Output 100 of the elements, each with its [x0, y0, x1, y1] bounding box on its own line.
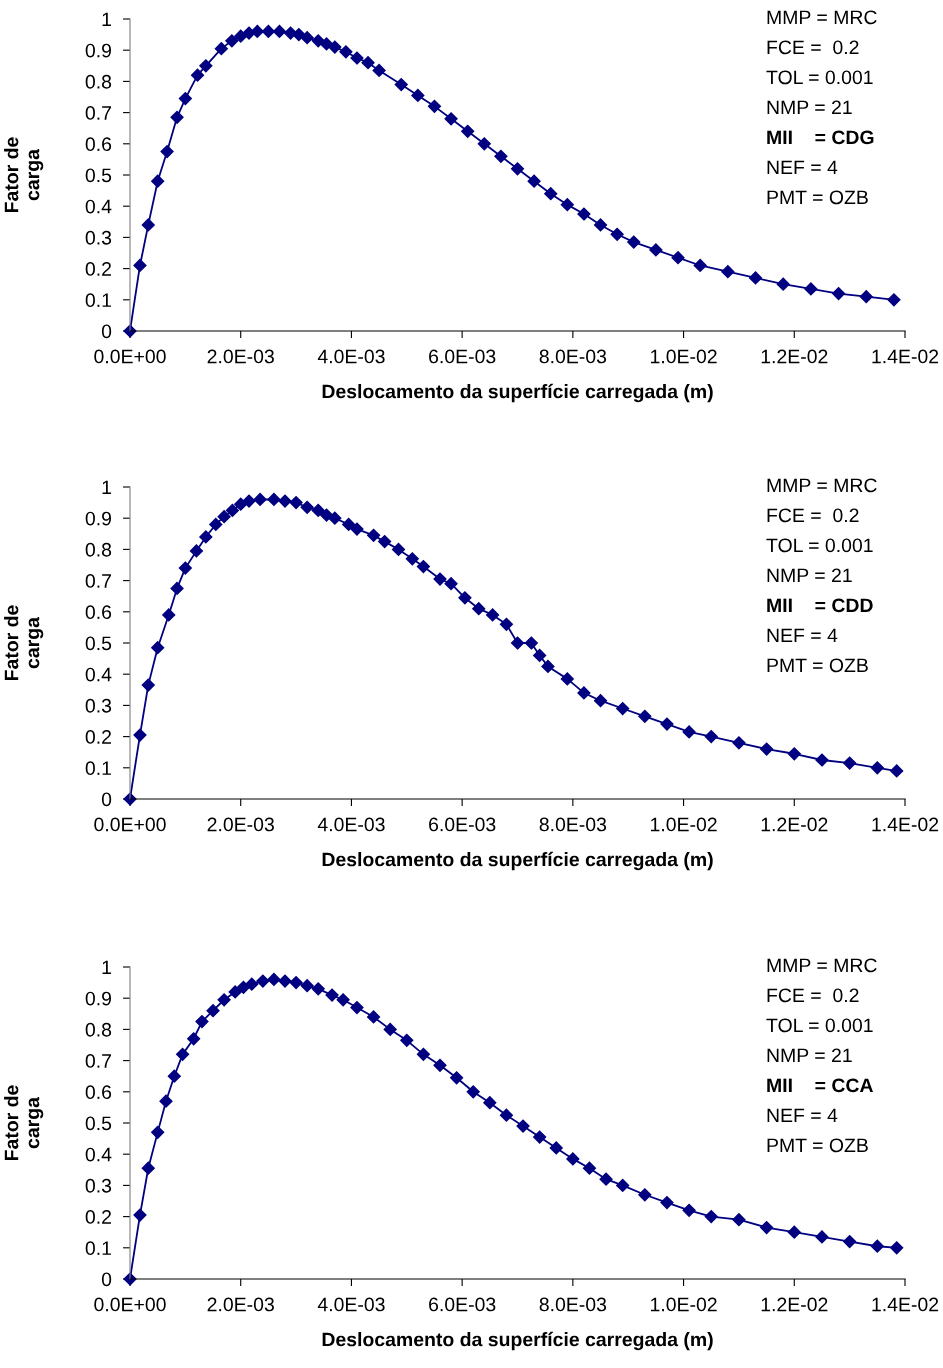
point — [378, 535, 392, 549]
point — [616, 1178, 630, 1192]
y-tick-label: 0.2 — [85, 1210, 111, 1224]
y-tick-label: 0.4 — [85, 199, 112, 214]
y-tick-label: 0.7 — [85, 1054, 111, 1068]
x-tick-label: 2.0E-03 — [207, 349, 274, 364]
point — [267, 972, 281, 987]
point — [336, 993, 350, 1007]
point — [199, 59, 213, 73]
point — [311, 982, 325, 996]
y-tick-label: 0.3 — [85, 698, 112, 713]
point — [533, 648, 547, 663]
annotation: TOL = 0.001 — [766, 1018, 873, 1033]
point — [776, 277, 790, 291]
point — [325, 988, 339, 1002]
point — [256, 974, 270, 988]
y-tick-label: 0.7 — [85, 574, 111, 588]
y-tick-label: 0 — [101, 324, 112, 339]
x-tick-label: 1.2E-02 — [761, 1297, 828, 1312]
point — [141, 218, 155, 232]
point — [170, 581, 184, 595]
x-tick-label: 0.0E+00 — [94, 349, 166, 364]
point — [831, 286, 846, 301]
point — [151, 641, 165, 655]
point — [560, 672, 574, 686]
point — [870, 1239, 884, 1253]
point — [372, 63, 386, 78]
point — [361, 56, 375, 70]
x-tick-label: 1.4E-02 — [872, 817, 939, 832]
y-tick-label: 0.6 — [85, 1085, 112, 1100]
y-tick-label: 0.8 — [85, 542, 112, 557]
x-axis-title: Deslocamento da superfície carregada (m) — [322, 383, 713, 403]
y-tick-label: 0.2 — [85, 730, 111, 744]
point — [477, 137, 491, 151]
annotation: PMT = OZB — [767, 658, 868, 673]
point — [541, 659, 555, 673]
y-tick-label: 0.3 — [85, 230, 112, 245]
annotation: MMP = MRC — [767, 10, 877, 25]
point — [494, 149, 508, 163]
x-tick-label: 1.0E-02 — [651, 1297, 717, 1312]
point — [311, 503, 325, 517]
point — [660, 717, 674, 731]
x-tick-label: 6.0E-03 — [429, 1297, 496, 1312]
x-tick-label: 4.0E-03 — [317, 817, 385, 832]
y-tick-label: 0 — [101, 1272, 112, 1287]
point — [524, 636, 538, 650]
point — [411, 88, 425, 103]
y-tick-label: 0.8 — [85, 1022, 112, 1037]
point — [499, 617, 514, 631]
annotation: PMT = OZB — [767, 190, 868, 205]
point — [189, 544, 204, 558]
point — [887, 293, 901, 307]
point — [566, 1152, 580, 1166]
point — [300, 500, 314, 514]
y-tick-label: 0.5 — [85, 168, 112, 183]
point — [292, 28, 306, 42]
point — [217, 993, 231, 1007]
y-tick-label: 0.4 — [85, 667, 112, 682]
y-tick-label: 0.9 — [85, 991, 112, 1006]
x-axis-title: Deslocamento da superfície carregada (m) — [322, 1331, 713, 1351]
point — [516, 1119, 530, 1133]
x-tick-label: 8.0E-03 — [539, 1297, 607, 1312]
point — [486, 608, 500, 622]
point — [458, 591, 472, 605]
point — [328, 40, 342, 54]
y-tick-label: 0.9 — [85, 43, 112, 58]
x-tick-label: 6.0E-03 — [429, 349, 496, 364]
point — [859, 290, 873, 304]
point — [593, 218, 608, 232]
point — [328, 511, 342, 525]
y-tick-label: 0.4 — [85, 1147, 112, 1162]
point — [444, 112, 458, 126]
point — [427, 99, 442, 113]
annotation: NEF = 4 — [767, 1108, 838, 1123]
y-tick-label: 1 — [102, 480, 111, 495]
point — [682, 1203, 696, 1217]
point — [577, 686, 591, 700]
y-tick-label: 0.3 — [85, 1178, 112, 1193]
x-tick-label: 8.0E-03 — [539, 817, 607, 832]
point — [787, 1225, 801, 1239]
y-axis-title: Fator de carga — [4, 605, 44, 681]
point — [151, 174, 165, 188]
point — [228, 985, 242, 999]
point — [178, 561, 192, 575]
point — [350, 51, 364, 65]
annotation: MII = CDD — [767, 598, 873, 613]
point — [366, 528, 381, 542]
y-tick-label: 0.1 — [85, 761, 111, 776]
point — [350, 522, 364, 536]
point — [510, 636, 525, 650]
y-tick-label: 1 — [102, 12, 111, 27]
point — [483, 1096, 497, 1110]
point — [234, 29, 248, 43]
point — [141, 678, 155, 692]
point — [704, 1210, 718, 1224]
point — [616, 701, 630, 716]
point — [721, 265, 735, 279]
point — [416, 1047, 430, 1061]
point — [300, 31, 314, 45]
x-tick-label: 1.0E-02 — [651, 817, 717, 832]
